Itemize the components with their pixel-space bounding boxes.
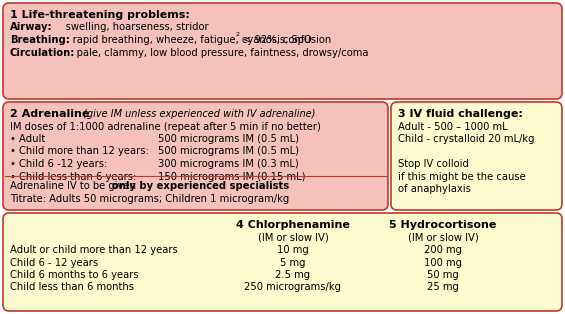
- Text: Child 6 - 12 years: Child 6 - 12 years: [10, 257, 98, 268]
- Text: • Child less than 6 years:: • Child less than 6 years:: [10, 171, 136, 181]
- Text: 25 mg: 25 mg: [427, 283, 459, 293]
- Text: pale, clammy, low blood pressure, faintness, drowsy/coma: pale, clammy, low blood pressure, faintn…: [61, 47, 368, 57]
- Text: Stop IV colloid: Stop IV colloid: [398, 159, 469, 169]
- Text: Child 6 months to 6 years: Child 6 months to 6 years: [10, 270, 138, 280]
- FancyBboxPatch shape: [3, 102, 388, 210]
- Text: Adult - 500 – 1000 mL: Adult - 500 – 1000 mL: [398, 122, 507, 132]
- Text: Titrate: Adults 50 micrograms; Children 1 microgram/kg: Titrate: Adults 50 micrograms; Children …: [10, 193, 289, 203]
- Text: Airway:: Airway:: [10, 23, 53, 33]
- Text: 10 mg: 10 mg: [277, 245, 309, 255]
- Text: only by experienced specialists: only by experienced specialists: [112, 181, 289, 191]
- Text: < 92%, confusion: < 92%, confusion: [240, 35, 331, 45]
- Text: 150 micrograms IM (0.15 mL): 150 micrograms IM (0.15 mL): [158, 171, 306, 181]
- FancyBboxPatch shape: [391, 102, 562, 210]
- FancyBboxPatch shape: [3, 3, 562, 99]
- Text: of anaphylaxis: of anaphylaxis: [398, 184, 471, 194]
- Text: • Child 6 -12 years:: • Child 6 -12 years:: [10, 159, 107, 169]
- FancyBboxPatch shape: [3, 213, 562, 311]
- Text: 500 micrograms IM (0.5 mL): 500 micrograms IM (0.5 mL): [158, 147, 299, 156]
- Text: 5 mg: 5 mg: [280, 257, 306, 268]
- Text: • Adult: • Adult: [10, 134, 45, 144]
- Text: 250 micrograms/kg: 250 micrograms/kg: [245, 283, 341, 293]
- Text: • Child more than 12 years:: • Child more than 12 years:: [10, 147, 149, 156]
- Text: Child - crystalloid 20 mL/kg: Child - crystalloid 20 mL/kg: [398, 134, 534, 144]
- Text: Adrenaline IV to be given: Adrenaline IV to be given: [10, 181, 139, 191]
- Text: 1 Life-threatening problems:: 1 Life-threatening problems:: [10, 10, 190, 20]
- Text: if this might be the cause: if this might be the cause: [398, 171, 526, 181]
- Text: rapid breathing, wheeze, fatigue, cyanosis, SpO: rapid breathing, wheeze, fatigue, cyanos…: [57, 35, 312, 45]
- Text: 2: 2: [235, 32, 239, 37]
- Text: Circulation:: Circulation:: [10, 47, 75, 57]
- Text: 2.5 mg: 2.5 mg: [276, 270, 311, 280]
- Text: swelling, hoarseness, stridor: swelling, hoarseness, stridor: [50, 23, 208, 33]
- Text: (give IM unless experienced with IV adrenaline): (give IM unless experienced with IV adre…: [80, 109, 315, 119]
- Text: Adult or child more than 12 years: Adult or child more than 12 years: [10, 245, 178, 255]
- Text: (IM or slow IV): (IM or slow IV): [258, 232, 328, 242]
- Text: 50 mg: 50 mg: [427, 270, 459, 280]
- Text: Child less than 6 months: Child less than 6 months: [10, 283, 134, 293]
- Text: 200 mg: 200 mg: [424, 245, 462, 255]
- Text: IM doses of 1:1000 adrenaline (repeat after 5 min if no better): IM doses of 1:1000 adrenaline (repeat af…: [10, 122, 321, 132]
- Text: 2 Adrenaline: 2 Adrenaline: [10, 109, 89, 119]
- Text: 5 Hydrocortisone: 5 Hydrocortisone: [389, 220, 497, 230]
- Text: 100 mg: 100 mg: [424, 257, 462, 268]
- Text: 4 Chlorphenamine: 4 Chlorphenamine: [236, 220, 350, 230]
- Text: Breathing:: Breathing:: [10, 35, 70, 45]
- Text: 3 IV fluid challenge:: 3 IV fluid challenge:: [398, 109, 523, 119]
- Text: 300 micrograms IM (0.3 mL): 300 micrograms IM (0.3 mL): [158, 159, 299, 169]
- Text: (IM or slow IV): (IM or slow IV): [407, 232, 479, 242]
- Text: 500 micrograms IM (0.5 mL): 500 micrograms IM (0.5 mL): [158, 134, 299, 144]
